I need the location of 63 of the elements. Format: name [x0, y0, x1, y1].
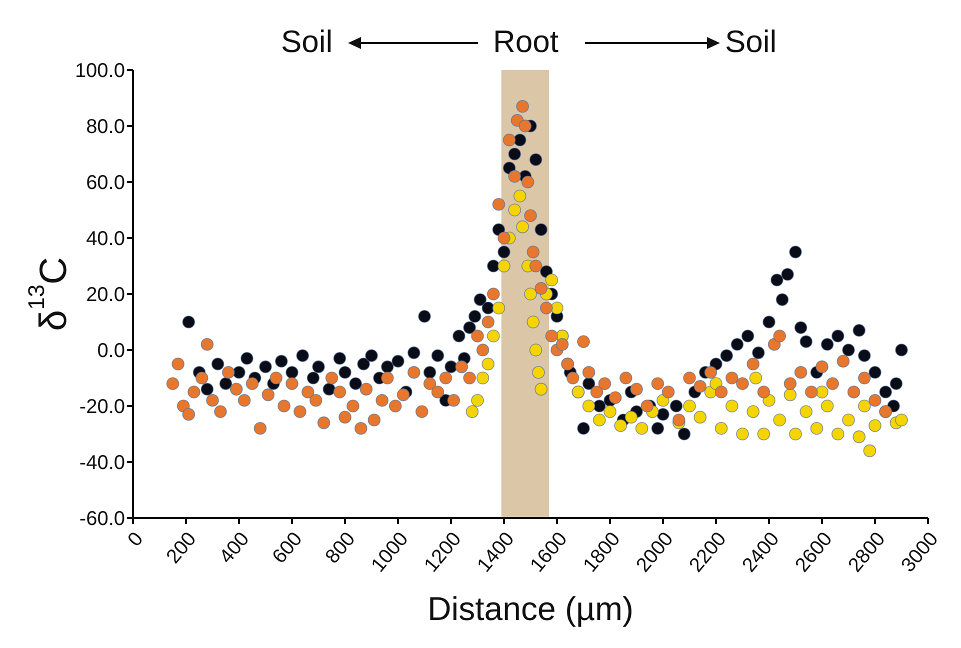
y-tick-label: -20.0 — [79, 396, 125, 418]
y-tick-label: 100.0 — [74, 60, 125, 82]
point — [810, 422, 824, 435]
point — [683, 400, 696, 412]
point — [757, 428, 770, 440]
y-tick-label: 0.0 — [97, 340, 125, 362]
point — [498, 260, 510, 272]
point — [529, 344, 542, 356]
point — [714, 422, 728, 435]
point — [482, 358, 494, 370]
point — [550, 302, 564, 314]
point — [514, 190, 526, 202]
point — [773, 414, 786, 426]
y-tick-label: 60.0 — [86, 172, 125, 194]
point — [614, 419, 627, 432]
point — [582, 400, 596, 412]
point — [635, 422, 648, 435]
text: Soil — [281, 23, 333, 61]
point — [820, 400, 834, 412]
point — [526, 316, 540, 328]
y-tick-label: 80.0 — [86, 116, 125, 138]
text: Soil — [725, 23, 777, 61]
point — [694, 410, 706, 424]
point — [789, 428, 802, 440]
point — [476, 372, 490, 384]
point — [800, 405, 812, 418]
point — [746, 405, 760, 418]
y-tick-label: -40.0 — [79, 452, 125, 474]
point — [868, 419, 882, 432]
point — [492, 302, 506, 314]
x-tick-label: 0 — [124, 528, 148, 551]
point — [863, 444, 876, 458]
point — [842, 414, 855, 426]
x-tick-label: 800 — [321, 528, 360, 568]
x-tick-label: 600 — [268, 528, 307, 568]
x-tick-label: 400 — [215, 528, 254, 568]
y-tick-label: 20.0 — [86, 284, 125, 306]
point — [816, 386, 828, 398]
point — [487, 330, 500, 342]
text: Root — [493, 23, 558, 61]
point — [852, 430, 866, 444]
point — [832, 428, 844, 440]
point — [466, 405, 479, 418]
point — [532, 366, 545, 379]
x-axis-title: Distance (µm) — [427, 590, 634, 627]
point — [749, 372, 762, 384]
point — [471, 394, 484, 407]
point — [858, 400, 871, 412]
y-tick-label: 40.0 — [86, 228, 125, 250]
point — [784, 388, 797, 402]
point — [516, 220, 529, 234]
point — [604, 405, 616, 418]
point — [524, 288, 537, 300]
point — [895, 414, 908, 426]
y-tick-label: -60.0 — [79, 508, 125, 530]
point — [624, 410, 638, 424]
x-tick-label: 200 — [162, 528, 201, 568]
point — [736, 428, 749, 440]
point — [726, 400, 738, 412]
point — [534, 382, 548, 396]
point — [508, 204, 521, 216]
point — [545, 274, 558, 286]
point — [593, 414, 606, 426]
